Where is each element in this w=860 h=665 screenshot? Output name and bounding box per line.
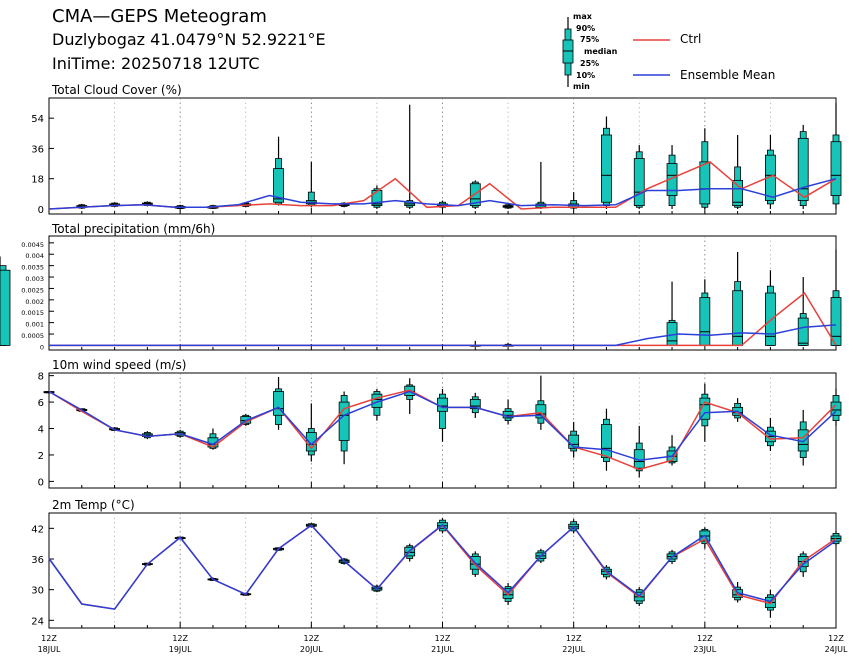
panel-title-wind: 10m wind speed (m/s) (52, 358, 187, 372)
y-tick-label: 0 (38, 205, 44, 216)
legend-p25: 25% (580, 59, 600, 68)
box-iqr (699, 161, 711, 205)
y-tick-label: 30 (31, 586, 44, 597)
y-tick-label: 36 (31, 144, 44, 155)
box-iqr (732, 179, 744, 206)
box-iqr (338, 401, 350, 441)
x-tick-label-date: 24JUL (825, 645, 848, 654)
y-tick-label: 36 (31, 555, 44, 566)
box-iqr (830, 141, 842, 196)
y-tick-label: 0.003 (25, 275, 44, 283)
box-iqr (371, 190, 383, 206)
box-iqr (535, 404, 547, 419)
x-tick-label-date: 21JUL (431, 645, 454, 654)
y-tick-label: 0.004 (25, 252, 44, 260)
y-tick-label: 0.0045 (21, 241, 44, 249)
x-tick-label-time: 12Z (435, 634, 451, 643)
ensemble-mean-line-2 (48, 390, 837, 461)
y-tick-label: 0.0015 (21, 309, 44, 317)
x-tick-label-date: 23JUL (693, 645, 716, 654)
box-iqr (469, 183, 481, 206)
x-tick-label-time: 12Z (172, 634, 188, 643)
y-tick-label: 24 (31, 616, 44, 627)
y-tick-label: 54 (31, 114, 44, 125)
x-tick-label-date: 19JUL (169, 645, 192, 654)
panel-title-temp: 2m Temp (°C) (52, 498, 135, 512)
box-iqr (797, 317, 809, 346)
y-tick-label: 0 (38, 477, 44, 488)
box-iqr (0, 269, 11, 346)
ensemble-mean-line-3 (48, 523, 837, 610)
x-tick-label-date: 22JUL (562, 645, 585, 654)
box-iqr (797, 137, 809, 201)
x-tick-label-time: 12Z (303, 634, 319, 643)
box-iqr (699, 297, 711, 346)
x-tick-label-time: 12Z (828, 634, 844, 643)
init-time-label: IniTime: 20250718 12UTC (52, 54, 260, 73)
y-tick-label: 0.0035 (21, 264, 44, 272)
y-tick-label: 18 (31, 175, 44, 186)
x-tick-label-date: 20JUL (300, 645, 323, 654)
box-iqr (601, 134, 612, 203)
y-tick-label: 42 (31, 524, 44, 535)
box-iqr (699, 397, 711, 420)
panel-title-precip: Total precipitation (mm/6h) (52, 222, 216, 236)
box-iqr (830, 297, 842, 346)
legend-p10: 10% (576, 71, 596, 80)
y-tick-label: 0 (40, 343, 44, 351)
box-iqr (469, 399, 481, 410)
x-tick-label-date: 18JUL (38, 645, 61, 654)
y-tick-label: 0.001 (25, 321, 44, 329)
y-tick-label: 0.002 (25, 298, 44, 306)
y-tick-label: 0.0025 (21, 286, 44, 294)
panel-title-cloud: Total Cloud Cover (%) (52, 83, 182, 97)
legend-median: median (584, 47, 618, 56)
x-tick-label-time: 12Z (697, 634, 713, 643)
location-label: Duzlybogaz 41.0479°N 52.9221°E (52, 30, 326, 49)
legend-ctrl-label: Ctrl (680, 32, 702, 46)
panel-frame-1 (48, 235, 837, 351)
y-tick-label: 4 (38, 425, 44, 436)
box-iqr (273, 168, 284, 203)
legend-p90: 90% (576, 24, 596, 33)
box-iqr (765, 292, 776, 346)
x-tick-label-time: 12Z (566, 634, 582, 643)
box-iqr (273, 391, 284, 416)
y-tick-label: 6 (38, 398, 44, 409)
y-tick-label: 8 (38, 372, 44, 383)
legend-min: min (573, 82, 590, 91)
box-iqr (633, 158, 645, 206)
ctrl-line-1 (49, 291, 837, 347)
panel-frame-0 (48, 97, 837, 215)
box-iqr (601, 424, 612, 458)
ensemble-mean-line-1 (49, 324, 837, 347)
ensemble-mean-line-0 (48, 177, 837, 210)
x-tick-label-time: 12Z (41, 634, 57, 643)
legend-max: max (573, 12, 592, 21)
legend-mean-label: Ensemble Mean (680, 68, 776, 82)
box-iqr (732, 290, 744, 346)
legend-p75: 75% (580, 35, 600, 44)
y-tick-label: 0.0005 (21, 332, 44, 340)
meteogram-title: CMA—GEPS Meteogram (52, 6, 267, 27)
y-tick-label: 2 (38, 451, 44, 462)
